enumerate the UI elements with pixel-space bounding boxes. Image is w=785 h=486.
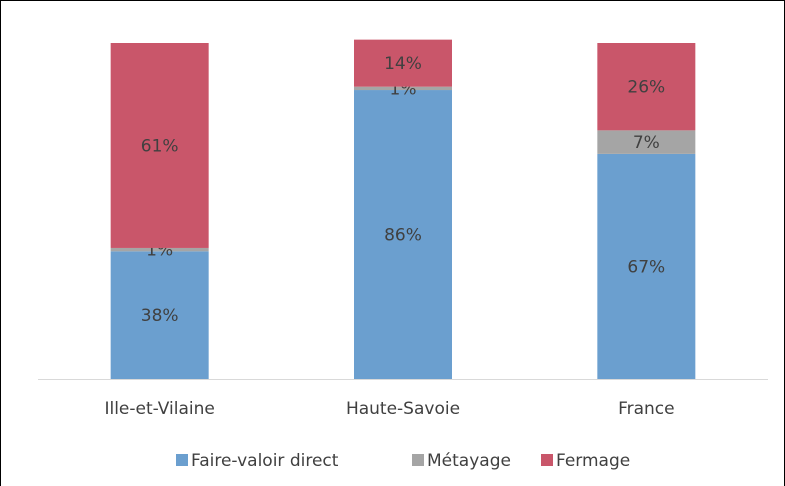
- bar-segment: [354, 86, 452, 91]
- bar-segment: [110, 43, 209, 248]
- legend-label: Fermage: [556, 451, 630, 471]
- data-label: 7%: [633, 133, 660, 153]
- x-tick-label: Ille-et-Vilaine: [104, 399, 214, 419]
- bar-segment: [354, 39, 452, 87]
- data-label: 26%: [627, 78, 665, 98]
- bar-segment: [597, 130, 696, 154]
- data-label: 14%: [384, 54, 422, 74]
- bar-segment: [597, 153, 696, 379]
- x-tick-label: Haute-Savoie: [346, 399, 460, 419]
- legend-swatch: [176, 454, 188, 466]
- legend-label: Faire-valoir direct: [191, 451, 339, 471]
- bar-segment: [110, 247, 209, 252]
- bar-segment: [597, 43, 696, 131]
- legend-swatch: [541, 454, 553, 466]
- data-label: 86%: [384, 226, 422, 246]
- data-label: 61%: [141, 136, 179, 156]
- legend-swatch: [412, 454, 424, 466]
- bar-segment: [354, 90, 452, 379]
- data-label: 67%: [627, 257, 665, 277]
- x-tick-label: France: [618, 399, 675, 419]
- bar-segment: [110, 251, 209, 379]
- legend-label: Métayage: [427, 451, 511, 471]
- data-label: 38%: [141, 306, 179, 326]
